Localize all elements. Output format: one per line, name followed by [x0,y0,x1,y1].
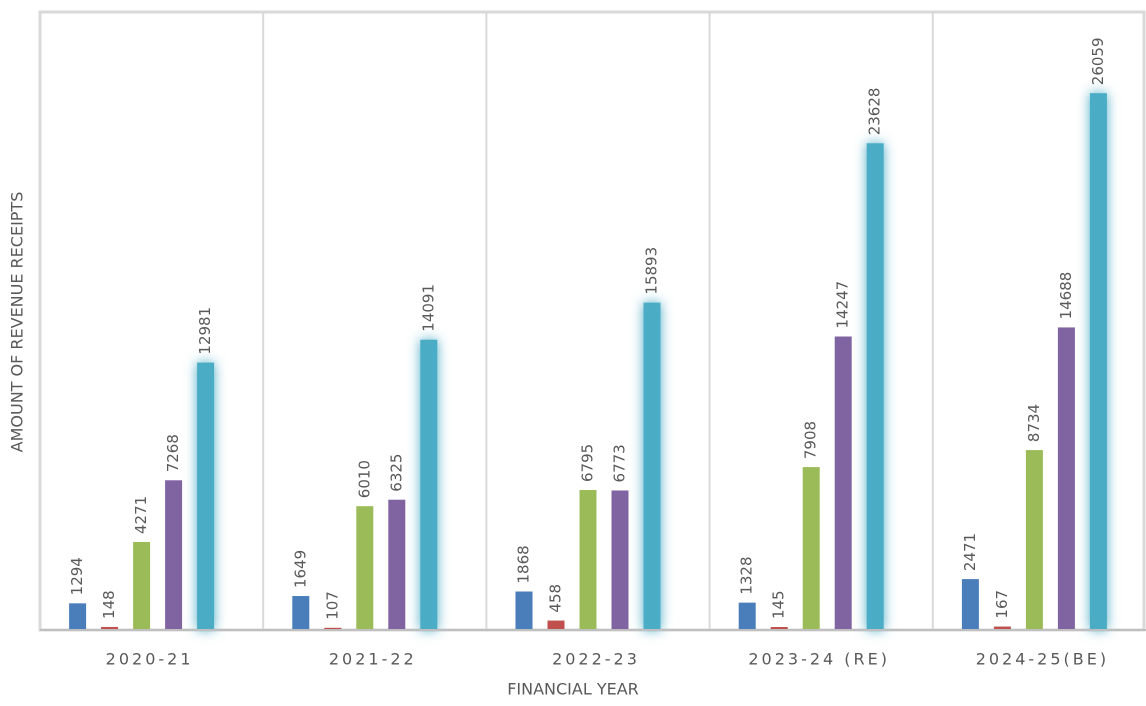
data-label: 14091 [419,284,437,332]
bar [356,506,374,630]
bar [388,499,406,630]
bar [738,602,756,630]
data-label: 15893 [643,247,661,295]
bar [69,603,87,630]
data-label: 14247 [834,281,852,329]
bar [1057,327,1075,630]
bar [133,542,151,630]
x-tick-label: 2023-24 (RE) [748,650,890,669]
data-label: 6010 [355,460,373,498]
bar [101,626,119,630]
bar [547,620,565,630]
data-label: 12981 [196,307,214,355]
bar [1025,450,1043,630]
x-tick-label: 2021-22 [329,650,417,669]
data-label: 8734 [1025,404,1043,442]
data-label: 6795 [579,444,597,482]
data-label: 7268 [164,434,182,472]
bar [643,302,661,630]
data-label: 1649 [291,550,309,588]
data-label: 2471 [961,533,979,571]
bar [1089,93,1107,631]
bar [834,336,852,630]
x-tick-label: 2022-23 [552,650,640,669]
data-label: 1328 [738,556,756,594]
data-label: 6325 [387,454,405,492]
data-label: 1868 [515,545,533,583]
bar [292,596,310,630]
data-label: 145 [770,590,788,619]
data-label: 1294 [68,557,86,595]
data-label: 7908 [802,421,820,459]
bar [866,143,884,631]
data-label: 26059 [1089,37,1107,85]
data-label: 107 [323,591,341,620]
bar [420,339,438,630]
x-tick-label: 2020-21 [106,650,194,669]
bar [802,467,820,630]
bar [324,627,342,630]
data-label: 148 [100,590,118,619]
bar [165,480,183,630]
bar [993,626,1011,630]
data-label: 167 [993,590,1011,619]
bar [197,362,215,630]
y-axis-title: AMOUNT OF REVENUE RECEIPTS [8,192,27,453]
data-label: 458 [547,584,565,613]
data-label: 4271 [132,496,150,534]
data-label: 23628 [866,88,884,136]
data-label: 6773 [611,444,629,482]
bar [770,627,788,630]
data-label: 14688 [1057,272,1075,320]
bar [579,490,597,630]
x-axis-title: FINANCIAL YEAR [507,680,639,699]
bar [961,579,979,630]
x-tick-label: 2024-25(BE) [976,650,1109,669]
bar [611,490,629,630]
bar [515,591,533,630]
